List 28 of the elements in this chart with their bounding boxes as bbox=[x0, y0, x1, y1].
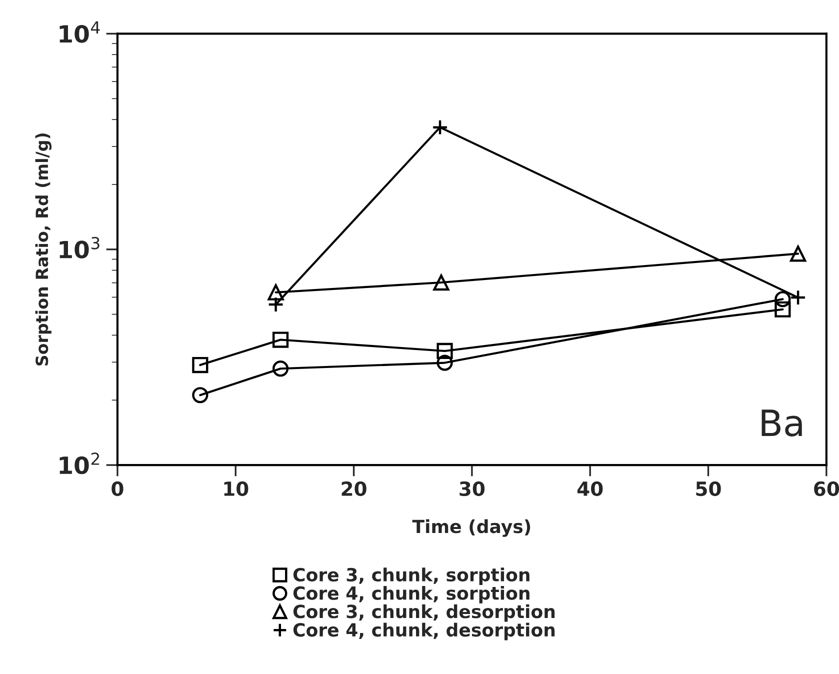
point bbox=[436, 354, 453, 371]
y-tick-label: 10$^{2}$ bbox=[60, 452, 100, 474]
x-tick-label: 40 bbox=[577, 481, 603, 496]
point bbox=[436, 342, 453, 360]
legend-label: Core 3, chunk, sorption bbox=[293, 568, 530, 586]
annotation: Ba bbox=[762, 410, 802, 436]
point bbox=[192, 387, 208, 404]
legend-label: Core 3, chunk, desorption bbox=[293, 604, 555, 622]
x-tick-label: 20 bbox=[342, 481, 366, 496]
legend-label: Core 4, chunk, sorption bbox=[293, 586, 530, 604]
x-tick-label: 0 bbox=[112, 481, 124, 496]
point bbox=[272, 360, 289, 377]
legend-label: Core 4, chunk, desorption bbox=[293, 622, 555, 640]
point bbox=[774, 291, 791, 308]
point bbox=[433, 274, 450, 291]
point bbox=[192, 356, 208, 374]
point bbox=[790, 246, 806, 262]
x-tick-label: 60 bbox=[814, 481, 839, 496]
point bbox=[272, 332, 289, 348]
y-tick-label: 10$^{4}$ bbox=[60, 21, 100, 43]
x-tick-label: 30 bbox=[460, 481, 485, 496]
x-axis-title: Time (days) bbox=[412, 519, 530, 537]
point bbox=[268, 284, 284, 300]
x-tick-label: 10 bbox=[224, 481, 248, 496]
point bbox=[774, 301, 791, 318]
x-tick-label: 50 bbox=[696, 481, 721, 496]
y-tick-label: 10$^{3}$ bbox=[60, 236, 100, 259]
y-axis-title: Sorption Ratio, Rd (ml/g) bbox=[35, 133, 52, 366]
